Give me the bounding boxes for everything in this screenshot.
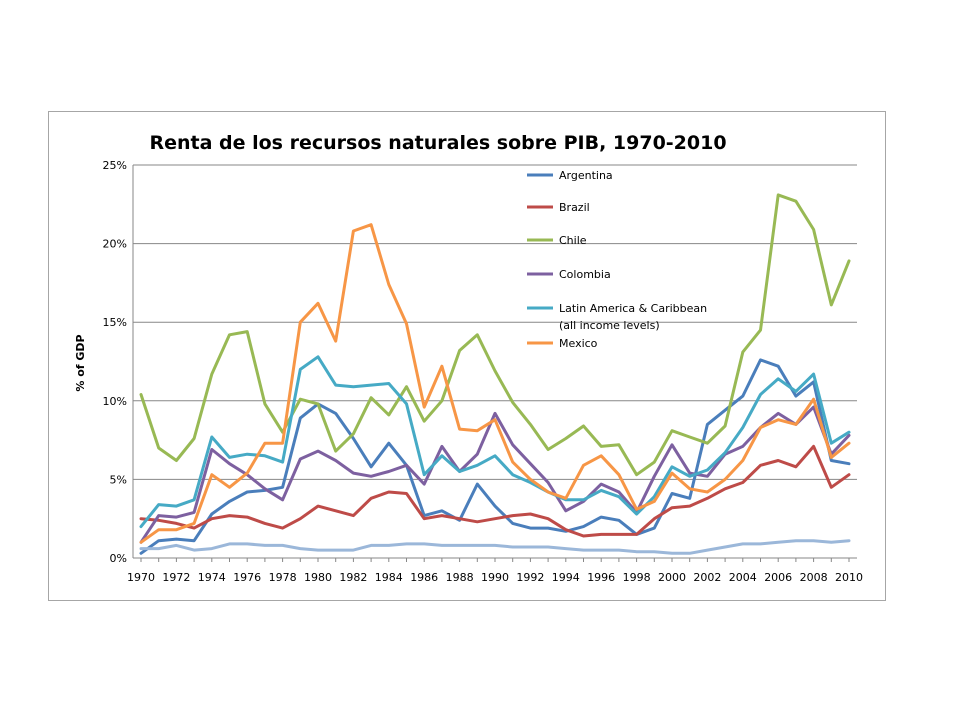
chart-title: Renta de los recursos naturales sobre PI… [149, 132, 726, 154]
x-axis [132, 165, 857, 562]
series-line-colombia [139, 405, 851, 544]
series-line-chile [139, 193, 851, 477]
legend: Argentina Brazil Chile Colombia Latin Americ… [527, 169, 707, 350]
x-tick-label: 1972 [162, 571, 190, 584]
y-tick-label: 15% [103, 316, 127, 329]
series-line-brazil [139, 444, 851, 538]
x-tick-label: 2000 [658, 571, 686, 584]
grid-lines [133, 164, 857, 559]
x-tick-label: 2002 [693, 571, 721, 584]
x-tick-label: 1994 [552, 571, 580, 584]
x-tick-label: 1984 [375, 571, 403, 584]
x-tick-label: 1992 [516, 571, 544, 584]
x-tick-label: 1996 [587, 571, 615, 584]
legend-label: (all income levels) [559, 319, 660, 332]
x-tick-label: 2008 [800, 571, 828, 584]
legend-label: Latin America & Caribbean [559, 302, 707, 315]
x-tick-label: 1970 [127, 571, 155, 584]
legend-label: Argentina [559, 169, 613, 182]
x-tick-label: 1998 [623, 571, 651, 584]
y-tick-label: 0% [110, 552, 127, 565]
x-tick-label: 2004 [729, 571, 757, 584]
y-axis-label: % of GDP [74, 334, 87, 391]
legend-label: Brazil [559, 201, 590, 214]
x-tick-label: 1988 [446, 571, 474, 584]
legend-label: Colombia [559, 268, 611, 281]
x-tick-label: 1990 [481, 571, 509, 584]
x-tick-label: 1982 [339, 571, 367, 584]
x-tick-label: 2010 [835, 571, 863, 584]
series-lines [139, 193, 851, 555]
x-tick-label: 1978 [269, 571, 297, 584]
y-tick-label: 20% [103, 238, 127, 251]
legend-label: Mexico [559, 337, 598, 350]
series-line-latin-america-caribbean-all-income-levels- [139, 355, 851, 529]
x-tick-label: 2006 [764, 571, 792, 584]
x-tick-label: 1976 [233, 571, 261, 584]
y-axis-ticks: 0% 5% 10% 15% 20% 25% [103, 159, 127, 565]
y-tick-label: 10% [103, 395, 127, 408]
x-tick-label: 1986 [410, 571, 438, 584]
series-line-mexico [139, 223, 851, 544]
x-tick-label: 1980 [304, 571, 332, 584]
y-tick-label: 25% [103, 159, 127, 172]
x-tick-label: 1974 [198, 571, 226, 584]
series-line-unlabeled-6 [139, 539, 851, 555]
legend-label: Chile [559, 234, 587, 247]
x-axis-ticks: 1970 1972 1974 1976 1978 1980 1982 1984 1986 1988… [127, 571, 863, 584]
y-tick-label: 5% [110, 473, 127, 486]
